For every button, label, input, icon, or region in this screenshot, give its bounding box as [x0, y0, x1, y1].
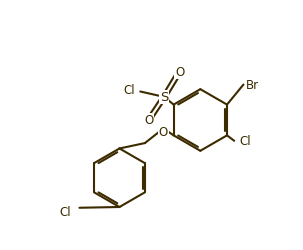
Text: Cl: Cl	[124, 83, 135, 96]
Text: O: O	[144, 114, 153, 127]
Text: Br: Br	[246, 79, 259, 92]
Text: Cl: Cl	[60, 205, 72, 218]
Text: O: O	[175, 66, 184, 79]
Text: O: O	[159, 126, 168, 138]
Text: Cl: Cl	[239, 135, 251, 148]
Text: S: S	[160, 91, 168, 104]
